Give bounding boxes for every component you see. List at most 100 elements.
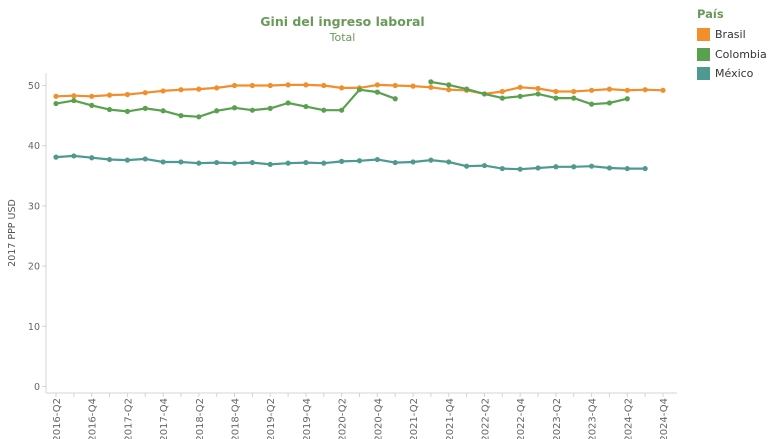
series-colombia-point[interactable] (124, 108, 131, 114)
series-colombia-point[interactable] (374, 89, 380, 95)
legend-item-colombia[interactable]: Colombia (697, 45, 780, 65)
series-colombia-point[interactable] (160, 108, 166, 114)
series-colombia-point[interactable] (446, 82, 452, 88)
series-colombia-point[interactable] (321, 107, 327, 113)
series-mexico-point[interactable] (321, 160, 327, 166)
series-mexico-point[interactable] (285, 160, 291, 166)
series-brasil-point[interactable] (124, 91, 131, 98)
series-colombia-point[interactable] (178, 113, 184, 119)
series-colombia-point[interactable] (517, 93, 523, 99)
series-mexico-point[interactable] (535, 165, 541, 171)
series-mexico-point[interactable] (481, 162, 488, 169)
series-colombia-point[interactable] (481, 91, 488, 97)
series-colombia-point[interactable] (267, 105, 273, 111)
series-colombia-point[interactable] (249, 107, 255, 113)
series-colombia-point[interactable] (535, 91, 541, 97)
series-mexico-point[interactable] (624, 165, 630, 172)
series-brasil-point[interactable] (374, 82, 380, 88)
series-brasil-point[interactable] (196, 86, 202, 92)
series-mexico-point[interactable] (339, 158, 345, 164)
series-brasil-point[interactable] (231, 82, 238, 89)
series-brasil-point[interactable] (214, 85, 220, 91)
series-brasil-point[interactable] (428, 84, 434, 90)
series-mexico-point[interactable] (588, 163, 595, 169)
series-mexico-point[interactable] (356, 158, 363, 164)
series-brasil-point[interactable] (267, 82, 273, 89)
series-mexico-point[interactable] (71, 153, 77, 159)
series-brasil-point[interactable] (588, 87, 595, 93)
series-mexico-point[interactable] (517, 166, 523, 172)
series-mexico-point[interactable] (303, 159, 309, 166)
series-colombia-point[interactable] (588, 101, 595, 107)
series-brasil-point[interactable] (249, 82, 255, 89)
series-mexico-point[interactable] (642, 165, 648, 172)
series-brasil-point[interactable] (53, 93, 59, 99)
series-brasil-point[interactable] (339, 85, 345, 91)
series-mexico-point[interactable] (231, 160, 238, 166)
series-brasil-point[interactable] (571, 88, 577, 95)
series-mexico-point[interactable] (446, 159, 452, 165)
series-mexico-point[interactable] (267, 161, 273, 167)
series-brasil-point[interactable] (106, 92, 113, 98)
series-colombia-point[interactable] (356, 87, 363, 93)
series-colombia-point[interactable] (499, 95, 505, 101)
series-brasil-point[interactable] (285, 82, 291, 88)
series-mexico-point[interactable] (464, 163, 470, 169)
series-colombia-point[interactable] (106, 106, 113, 113)
series-colombia-point[interactable] (142, 105, 148, 111)
series-mexico-point[interactable] (89, 155, 95, 161)
series-brasil-point[interactable] (89, 93, 95, 99)
series-brasil-point[interactable] (303, 82, 309, 88)
series-mexico-point[interactable] (214, 159, 220, 166)
series-brasil-point[interactable] (392, 82, 398, 89)
series-mexico-point[interactable] (196, 160, 202, 166)
series-brasil-point[interactable] (517, 84, 523, 90)
series-mexico-point[interactable] (428, 157, 434, 163)
series-mexico-point[interactable] (160, 159, 166, 165)
series-colombia-point[interactable] (464, 86, 470, 92)
series-brasil-point[interactable] (535, 85, 541, 92)
series-colombia-point[interactable] (214, 108, 220, 114)
series-brasil-point[interactable] (160, 88, 166, 94)
series-colombia-point[interactable] (624, 96, 630, 102)
series-colombia-point[interactable] (285, 100, 291, 106)
series-mexico-point[interactable] (571, 164, 577, 170)
series-mexico-point[interactable] (410, 159, 416, 165)
series-colombia-point[interactable] (53, 100, 59, 107)
series-mexico-point[interactable] (142, 156, 148, 162)
series-colombia-point[interactable] (339, 107, 345, 113)
series-colombia-point[interactable] (89, 102, 95, 108)
series-mexico-point[interactable] (374, 156, 380, 163)
series-colombia-point[interactable] (428, 79, 434, 85)
series-brasil-point[interactable] (660, 87, 666, 93)
legend-item-mexico[interactable]: México (697, 64, 780, 84)
series-mexico-point[interactable] (606, 165, 613, 171)
series-mexico-point[interactable] (249, 159, 255, 166)
series-brasil-point[interactable] (142, 90, 148, 96)
series-brasil-point[interactable] (606, 86, 613, 92)
series-brasil-point[interactable] (71, 93, 77, 99)
series-mexico-point[interactable] (178, 159, 184, 165)
series-brasil-point[interactable] (624, 87, 630, 93)
series-brasil-point[interactable] (499, 88, 505, 95)
series-brasil-point[interactable] (178, 87, 184, 93)
series-mexico-point[interactable] (499, 165, 505, 172)
series-mexico-point[interactable] (124, 157, 131, 163)
series-colombia-point[interactable] (392, 96, 398, 102)
series-brasil-point[interactable] (642, 87, 648, 93)
series-brasil-point[interactable] (410, 83, 416, 89)
series-colombia-point[interactable] (606, 100, 613, 106)
series-mexico-point[interactable] (553, 164, 559, 170)
series-colombia-point[interactable] (553, 95, 559, 101)
series-brasil-point[interactable] (446, 87, 452, 93)
series-colombia-point[interactable] (196, 114, 202, 120)
series-mexico-point[interactable] (53, 154, 59, 160)
series-colombia-point[interactable] (231, 105, 238, 111)
series-colombia-point[interactable] (571, 95, 577, 101)
legend-item-brasil[interactable]: Brasil (697, 25, 780, 45)
series-mexico-point[interactable] (392, 159, 398, 166)
series-mexico-point[interactable] (106, 156, 113, 163)
series-colombia-point[interactable] (71, 97, 77, 104)
series-brasil-point[interactable] (553, 88, 559, 95)
series-brasil-point[interactable] (321, 82, 327, 89)
